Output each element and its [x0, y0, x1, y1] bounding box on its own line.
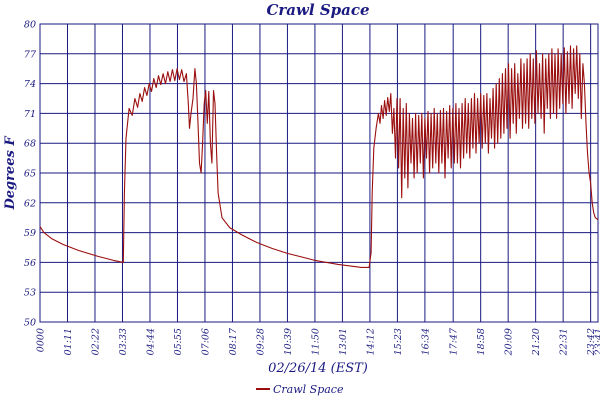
- y-tick-labels: 50 53 56 59 62 65 68 71 74 77 80: [24, 20, 37, 329]
- x-tick-label: 02:22: [90, 328, 101, 355]
- y-tick-label: 80: [24, 20, 36, 31]
- series-layer: [39, 45, 599, 268]
- x-tick-label: 21:20: [531, 328, 542, 356]
- y-tick-label: 71: [24, 109, 36, 120]
- x-tick-label: 08:17: [228, 327, 239, 355]
- x-tick-label: 13:01: [338, 328, 349, 355]
- y-tick-label: 50: [24, 318, 36, 329]
- y-axis-label: Degrees F: [3, 136, 18, 211]
- y-tick-label: 62: [24, 198, 36, 209]
- y-tick-label: 59: [24, 228, 36, 239]
- x-tick-label: 17:47: [449, 327, 460, 355]
- chart-title: Crawl Space: [266, 1, 369, 19]
- x-axis-label: 02/26/14 (EST): [268, 361, 368, 376]
- x-tick-label: 10:39: [283, 328, 294, 355]
- x-tick-label: 22:31: [559, 328, 570, 356]
- series-line-crawl-space: [39, 45, 599, 268]
- x-tick-label: 23:42: [586, 328, 597, 356]
- x-tick-label: 23:41: [594, 328, 600, 356]
- x-tick-label: 11:50: [310, 328, 321, 355]
- x-tick-label: 03:33: [118, 328, 129, 355]
- x-tick-label: 16:34: [420, 328, 431, 355]
- x-tick-label: 15:23: [393, 328, 404, 355]
- y-tick-label: 56: [24, 258, 36, 269]
- x-tick-label: 09:28: [255, 328, 266, 355]
- y-tick-label: 68: [24, 139, 36, 150]
- plot-frame: [39, 23, 599, 323]
- x-tick-label: 07:06: [200, 328, 211, 355]
- x-tick-label: 14:12: [365, 328, 376, 355]
- legend: Crawl Space: [256, 383, 344, 396]
- x-tick-label: 05:55: [173, 328, 184, 355]
- y-tick-label: 74: [24, 79, 36, 90]
- legend-label: Crawl Space: [273, 383, 344, 396]
- y-tick-label: 53: [24, 288, 36, 299]
- x-tick-label: 01:11: [63, 328, 74, 355]
- y-tick-label: 77: [24, 49, 37, 60]
- x-tick-label: 18:58: [476, 328, 487, 355]
- x-tick-label: 04:44: [145, 328, 156, 355]
- x-tick-label: 0000: [36, 328, 47, 352]
- x-tick-labels: 0000 01:11 02:22 03:33 04:44 05:55 07:06 08:17 0…: [36, 327, 600, 356]
- x-tick-label: 20:09: [504, 328, 515, 356]
- y-tick-label: 65: [24, 169, 36, 180]
